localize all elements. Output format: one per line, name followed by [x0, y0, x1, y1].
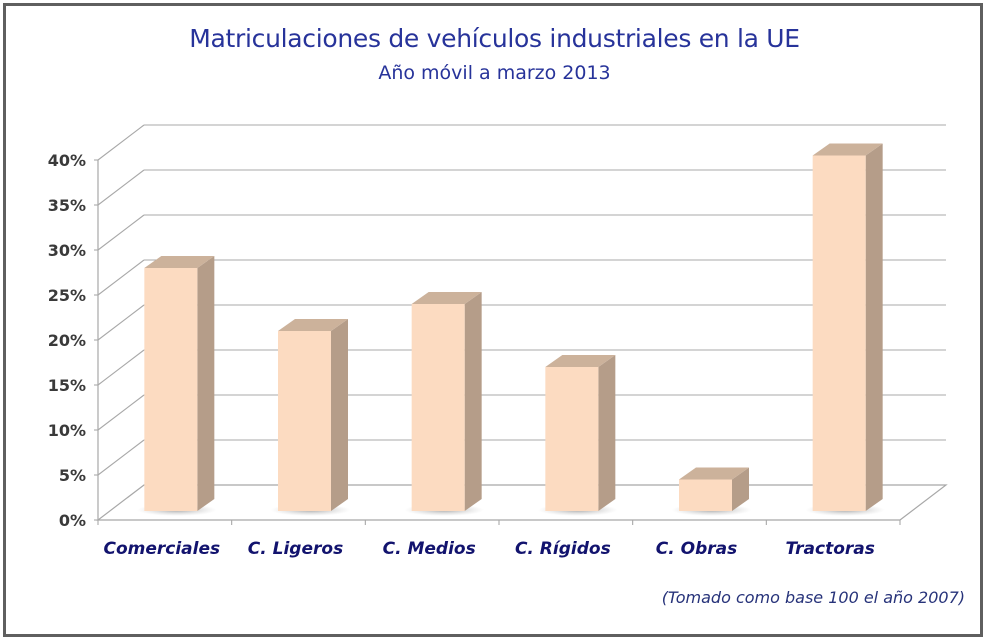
category-label: C. Medios — [383, 539, 476, 559]
gridline-side — [97, 439, 145, 476]
category-label: C. Obras — [656, 539, 737, 559]
chart-subtitle: Año móvil a marzo 2013 — [378, 62, 611, 84]
bars: Comerciales: 27% C. Ligeros: 20% C. Medios… — [137, 143, 885, 516]
bar: Tractoras: 39.5% — [805, 143, 885, 516]
bar: Comerciales: 27% — [137, 256, 217, 516]
bar-side-face — [331, 319, 348, 511]
y-tick-label: 30% — [48, 241, 86, 260]
bar-front-face: Comerciales: 27% — [144, 268, 198, 511]
gridline-side — [97, 349, 145, 386]
gridline-side — [97, 124, 145, 161]
category-label: C. Ligeros — [248, 539, 343, 559]
gridline-side — [97, 259, 145, 296]
bar-front-face: C. Ligeros: 20% — [278, 331, 331, 511]
category-label: Comerciales — [104, 539, 221, 559]
bar-top-face — [144, 256, 215, 268]
bar-top-face — [812, 143, 883, 156]
y-tick-label: 0% — [59, 511, 86, 530]
bar-side-face — [598, 355, 616, 511]
bar-front-face: C. Medios: 23% — [411, 304, 465, 511]
y-tick-label: 15% — [48, 376, 86, 395]
bar: C. Rígidos: 16% — [538, 355, 618, 516]
bar-side-face — [732, 467, 749, 511]
bar-side-face — [865, 143, 883, 511]
y-tick-label: 25% — [48, 286, 86, 305]
bar: C. Medios: 23% — [404, 292, 484, 516]
chart-title: Matriculaciones de vehículos industriale… — [189, 24, 800, 53]
gridline-side — [97, 214, 145, 251]
y-axis-ticks: 0% 5% 10% 15% 20% 25% 30% 35% 40% — [48, 151, 86, 530]
bar-top-face — [679, 467, 749, 480]
gridline-side — [97, 304, 145, 341]
bar: C. Obras: 3.5% — [671, 467, 752, 516]
bar-front-face: C. Obras: 3.5% — [679, 479, 732, 511]
bar-front-face: Tractoras: 39.5% — [812, 155, 866, 511]
gridline-side — [97, 394, 145, 431]
bar-side-face — [197, 256, 215, 511]
y-tick-label: 40% — [48, 151, 86, 170]
category-label: C. Rígidos — [515, 539, 611, 559]
y-tick-label: 10% — [48, 421, 86, 440]
category-label: Tractoras — [785, 539, 874, 559]
bar-top-face — [545, 355, 616, 367]
y-tick-label: 20% — [48, 331, 86, 350]
y-tick-label: 35% — [48, 196, 86, 215]
bar-top-face — [278, 319, 348, 331]
gridline-side — [97, 169, 145, 206]
x-axis-labels: Comerciales C. Ligeros C. Medios C. Rígidos… — [104, 539, 875, 559]
bar-side-face — [464, 292, 482, 511]
y-tick-label: 5% — [59, 466, 86, 485]
bar: C. Ligeros: 20% — [270, 319, 351, 516]
bar-front-face: C. Rígidos: 16% — [545, 367, 599, 511]
bar-top-face — [411, 292, 482, 304]
chart-footnote: (Tomado como base 100 el año 2007) — [661, 588, 965, 607]
